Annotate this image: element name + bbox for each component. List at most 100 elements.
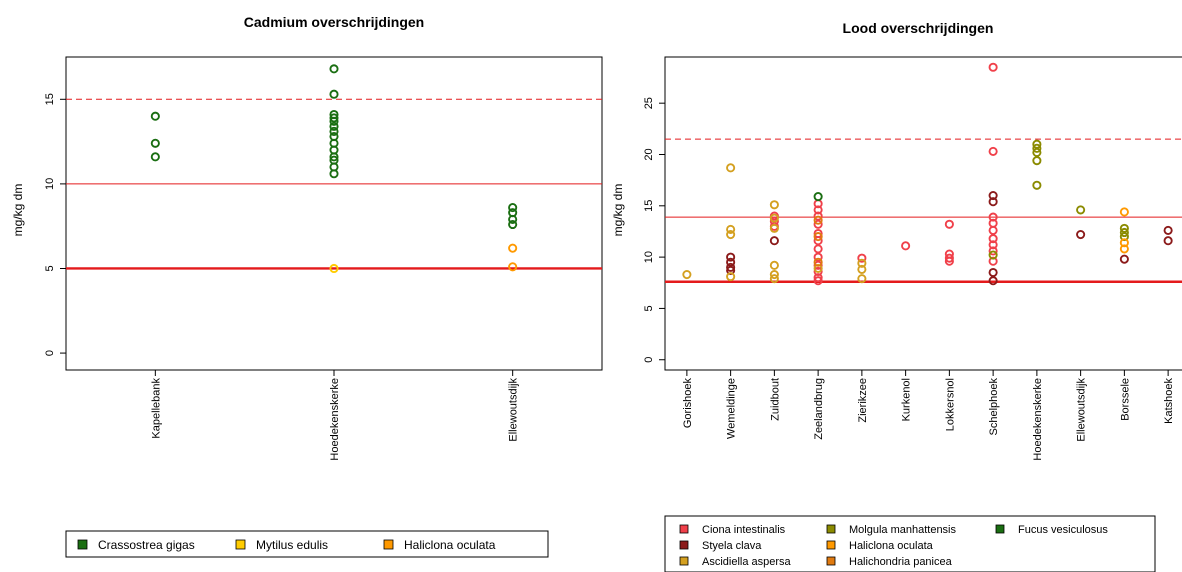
- lood-y-tick-label-2: 10: [643, 251, 655, 263]
- lood-y-tick-label-0: 0: [643, 357, 655, 363]
- lood-legend-swatch-5: [826, 556, 836, 566]
- cadmium-point-s0-0: [150, 111, 160, 121]
- lood-point-s2-12: [857, 264, 867, 274]
- lood-legend-label-6: Fucus vesiculosus: [1018, 524, 1108, 536]
- cadmium-y-tick-label-3: 15: [44, 93, 56, 105]
- lood-point-s4-0: [1119, 207, 1129, 217]
- lood-point-s3-9: [988, 250, 998, 260]
- lood-legend-swatch-3: [826, 524, 836, 534]
- lood-plot-frame: [664, 56, 1182, 371]
- cadmium-chart-title: Cadmium overschrijdingen: [244, 14, 424, 30]
- lood-point-s3-2: [1032, 147, 1042, 157]
- lood-point-s1-10: [1119, 254, 1129, 264]
- cadmium-point-s0-2: [150, 152, 160, 162]
- cadmium-legend-swatch-1: [235, 539, 246, 550]
- lood-x-tick-label-6: Lokkersnol: [944, 378, 956, 431]
- cadmium-point-s0-17: [508, 203, 518, 213]
- cadmium-point-s0-1: [150, 138, 160, 148]
- lood-point-s0-16: [901, 241, 911, 251]
- lood-point-s0-19: [944, 253, 954, 263]
- cadmium-point-s0-4: [329, 89, 339, 99]
- lood-point-s0-20: [944, 256, 954, 266]
- lood-legend-label-5: Halichondria panicea: [849, 556, 953, 568]
- lood-legend-swatch-0: [679, 524, 689, 534]
- cadmium-point-s1-0: [329, 263, 339, 274]
- lood-x-tick-label-8: Hoedekenskerke: [1032, 378, 1044, 461]
- lood-point-s2-11: [857, 258, 867, 268]
- lood-point-s2-8: [769, 260, 779, 270]
- lood-point-s2-6: [769, 213, 779, 223]
- cadmium-y-axis-label: mg/kg dm: [11, 184, 25, 237]
- lood-point-s0-8: [813, 236, 823, 246]
- lood-point-s1-4: [769, 236, 779, 246]
- cadmium-point-s0-19: [508, 214, 518, 224]
- lood-point-s3-3: [1032, 156, 1042, 166]
- lood-point-s0-14: [813, 276, 823, 286]
- lood-point-s0-11: [813, 260, 823, 270]
- lood-legend-label-0: Ciona intestinalis: [702, 524, 786, 536]
- lood-chart-title: Lood overschrijdingen: [843, 20, 994, 36]
- lood-point-s2-4: [726, 272, 736, 282]
- cadmium-legend-swatch-0: [77, 539, 88, 550]
- cadmium-x-tick-label-2: Ellewoutsdijk: [508, 378, 520, 442]
- lood-point-s1-5: [988, 190, 998, 201]
- cadmium-legend-label-0: Crassostrea gigas: [98, 538, 195, 552]
- lood-x-tick-label-9: Ellewoutsdijk: [1076, 378, 1088, 442]
- lood-legend-label-2: Ascidiella aspersa: [702, 556, 792, 568]
- lood-legend-label-4: Haliclona oculata: [849, 540, 934, 552]
- lood-point-s0-9: [813, 244, 823, 254]
- lood-point-s5-2: [813, 257, 823, 267]
- lood-point-s0-26: [988, 234, 998, 244]
- lood-point-s0-21: [988, 62, 998, 72]
- lood-point-s1-7: [988, 267, 998, 278]
- lood-y-tick-label-4: 20: [643, 148, 655, 160]
- cadmium-point-s0-20: [508, 219, 518, 230]
- lood-point-s0-6: [813, 219, 823, 229]
- cadmium-point-s0-13: [329, 152, 339, 162]
- lood-point-s1-6: [988, 197, 998, 207]
- lood-x-tick-label-10: Borssele: [1119, 378, 1131, 421]
- cadmium-chart: Cadmium overschrijdingen mg/kg dm 0 5 10 15…: [11, 14, 603, 558]
- lood-point-s0-25: [988, 225, 998, 235]
- lood-point-s0-28: [988, 246, 998, 256]
- cadmium-legend-swatch-2: [383, 539, 394, 550]
- lood-y-tick-label-5: 25: [643, 97, 655, 109]
- lood-legend-swatch-4: [826, 540, 836, 550]
- lood-legend-label-3: Molgula manhattensis: [849, 524, 957, 536]
- lood-point-s1-8: [988, 276, 998, 286]
- cadmium-legend-label-1: Mytilus edulis: [256, 538, 328, 552]
- lood-point-s3-4: [1032, 180, 1042, 190]
- lood-point-s0-13: [813, 273, 823, 283]
- lood-point-s3-6: [1119, 223, 1129, 233]
- cadmium-point-s0-9: [329, 126, 339, 136]
- lood-x-tick-label-1: Wemeldinge: [726, 378, 738, 439]
- lood-point-s0-12: [813, 266, 823, 277]
- lood-y-tick-label-1: 5: [643, 305, 655, 311]
- lood-x-tick-label-3: Zeelandbrug: [813, 378, 825, 440]
- lood-point-s2-9: [769, 270, 779, 280]
- lood-point-s0-10: [813, 252, 823, 262]
- lood-x-tick-label-2: Zuidbout: [769, 378, 781, 421]
- lood-legend-label-1: Styela clava: [702, 540, 762, 552]
- cadmium-point-s2-1: [508, 262, 518, 272]
- cadmium-point-s2-0: [508, 243, 518, 253]
- lood-x-tick-label-11: Katshoek: [1163, 378, 1175, 424]
- cadmium-point-s0-6: [329, 113, 339, 123]
- lood-legend-box: [664, 515, 1156, 572]
- lood-point-s3-8: [1119, 232, 1129, 242]
- lood-point-s1-12: [1163, 236, 1173, 246]
- lood-point-s1-1: [726, 257, 736, 267]
- lood-point-s5-0: [813, 215, 823, 225]
- lood-point-s3-5: [1076, 205, 1086, 215]
- cadmium-plot-frame: [65, 56, 603, 371]
- lood-point-s4-1: [1119, 238, 1129, 248]
- cadmium-point-s0-8: [329, 121, 339, 131]
- lood-point-s0-22: [988, 146, 998, 156]
- lood-point-s1-3: [726, 265, 736, 276]
- lood-point-s1-11: [1163, 225, 1173, 235]
- lood-point-s3-1: [1032, 143, 1042, 153]
- lood-legend: Ciona intestinalis Styela clava Ascidiel…: [664, 515, 1156, 572]
- lood-point-s2-5: [769, 200, 779, 210]
- lood-point-s0-5: [813, 211, 823, 221]
- lood-x-tick-label-0: Gorishoek: [682, 378, 694, 429]
